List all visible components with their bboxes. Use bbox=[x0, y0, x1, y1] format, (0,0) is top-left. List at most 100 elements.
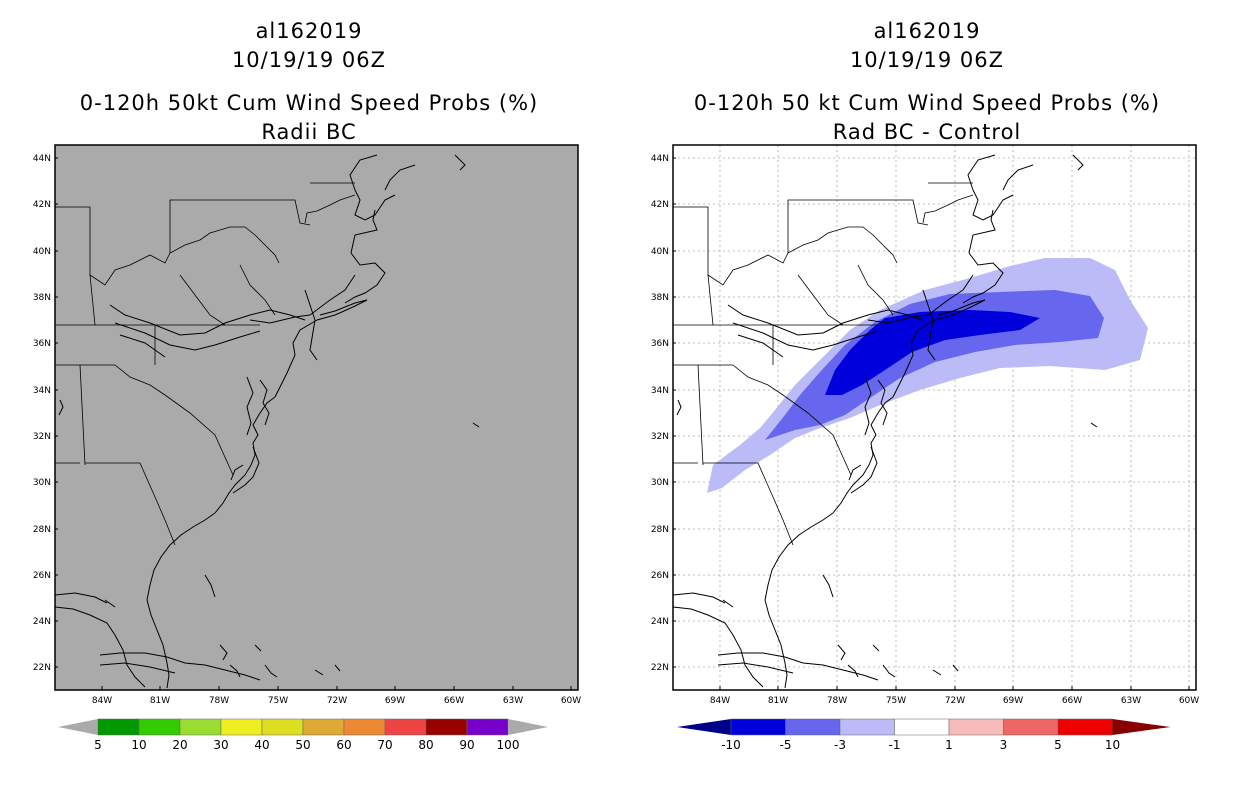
latitude-label: 30N bbox=[33, 478, 51, 488]
shading-minus-5-to-minus-10 bbox=[825, 310, 1040, 395]
colorbar-label: 100 bbox=[497, 738, 520, 752]
latitude-label: 22N bbox=[651, 663, 669, 673]
longitude-label: 72W bbox=[945, 696, 965, 706]
latitude-label: 22N bbox=[33, 663, 51, 673]
colorbar-label: 60 bbox=[336, 738, 351, 752]
colorbar-label: 40 bbox=[254, 738, 269, 752]
panel-subtitle: Rad BC - Control bbox=[832, 120, 1022, 144]
colorbar-label: 50 bbox=[295, 738, 310, 752]
latitude-label: 34N bbox=[651, 386, 669, 396]
longitude-label: 84W bbox=[92, 696, 112, 706]
product-name: 0-120h 50 kt Cum Wind Speed Probs (%) bbox=[693, 91, 1161, 115]
forecast-date: 10/19/19 06Z bbox=[231, 48, 387, 72]
colorbar-label: 5 bbox=[94, 738, 102, 752]
latitude-label: 44N bbox=[651, 154, 669, 164]
latitude-label: 26N bbox=[651, 571, 669, 581]
colorbar-low-triangle bbox=[58, 719, 98, 735]
latitude-label: 40N bbox=[33, 247, 51, 257]
right-map-panel: 44N 42N 40N 38N 36N 34N 32N 30N 28N 26N 24N 22N 84W… bbox=[651, 144, 1199, 706]
left-longitude-axis: 84W 81W 78W 75W 72W 69W 66W 63W 60W bbox=[92, 686, 581, 706]
left-map-panel: 44N 42N 40N 38N 36N 34N 32N 30N 28N 26N 24N 22N 84W… bbox=[33, 144, 581, 706]
longitude-label: 66W bbox=[444, 696, 464, 706]
colorbar-swatch bbox=[730, 718, 786, 736]
latitude-label: 40N bbox=[651, 247, 669, 257]
colorbar-swatch bbox=[948, 718, 1004, 736]
colorbar-label: 10 bbox=[131, 738, 146, 752]
colorbar-label: 70 bbox=[377, 738, 392, 752]
latitude-label: 36N bbox=[33, 339, 51, 349]
latitude-label: 28N bbox=[33, 525, 51, 535]
latitude-label: 42N bbox=[33, 200, 51, 210]
colorbar-swatch bbox=[425, 718, 468, 736]
longitude-label: 78W bbox=[209, 696, 229, 706]
colorbar-label: 5 bbox=[1054, 738, 1062, 752]
right-map-frame bbox=[672, 144, 1197, 691]
longitude-label: 60W bbox=[561, 696, 581, 706]
colorbar-swatch bbox=[97, 718, 140, 736]
colorbar-label: -3 bbox=[834, 738, 846, 752]
colorbar-label: 30 bbox=[213, 738, 228, 752]
latitude-label: 26N bbox=[33, 571, 51, 581]
colorbar-high-triangle bbox=[1112, 719, 1171, 735]
longitude-label: 84W bbox=[710, 696, 730, 706]
right-gridlines bbox=[673, 145, 1196, 690]
latitude-label: 30N bbox=[651, 478, 669, 488]
colorbar-low-triangle bbox=[677, 719, 731, 735]
colorbar-label: 3 bbox=[1000, 738, 1008, 752]
right-colorbar: -10 -5 -3 -1 1 3 5 10 bbox=[677, 718, 1171, 752]
product-name: 0-120h 50kt Cum Wind Speed Probs (%) bbox=[79, 91, 539, 115]
colorbar-swatch bbox=[220, 718, 263, 736]
left-latitude-axis: 44N 42N 40N 38N 36N 34N 32N 30N 28N 26N 24N 22N bbox=[33, 154, 58, 673]
right-latitude-axis: 44N 42N 40N 38N 36N 34N 32N 30N 28N 26N 24N 22N bbox=[651, 154, 676, 673]
longitude-label: 72W bbox=[327, 696, 347, 706]
colorbar-swatch bbox=[839, 718, 895, 736]
latitude-label: 24N bbox=[651, 617, 669, 627]
right-panel-title: al162019 10/19/19 06Z 0-120h 50 kt Cum W… bbox=[618, 17, 1236, 147]
longitude-label: 75W bbox=[268, 696, 288, 706]
longitude-label: 69W bbox=[1003, 696, 1023, 706]
latitude-label: 32N bbox=[651, 432, 669, 442]
longitude-label: 75W bbox=[886, 696, 906, 706]
storm-id: al162019 bbox=[873, 19, 981, 43]
panel-subtitle: Radii BC bbox=[261, 120, 357, 144]
latitude-label: 28N bbox=[651, 525, 669, 535]
longitude-label: 66W bbox=[1062, 696, 1082, 706]
right-map-background bbox=[673, 145, 1196, 690]
longitude-label: 81W bbox=[768, 696, 788, 706]
left-map-background bbox=[55, 145, 578, 690]
colorbar-high-triangle bbox=[508, 719, 548, 735]
colorbar-swatch bbox=[384, 718, 427, 736]
latitude-label: 38N bbox=[651, 293, 669, 303]
colorbar-swatch bbox=[466, 718, 509, 736]
colorbar-label: -10 bbox=[721, 738, 741, 752]
colorbar-label: 1 bbox=[945, 738, 953, 752]
longitude-label: 60W bbox=[1179, 696, 1199, 706]
latitude-label: 38N bbox=[33, 293, 51, 303]
colorbar-swatch bbox=[1057, 718, 1113, 736]
colorbar-swatch bbox=[894, 718, 950, 736]
left-panel-title: al162019 10/19/19 06Z 0-120h 50kt Cum Wi… bbox=[0, 17, 618, 147]
colorbar-swatch bbox=[179, 718, 222, 736]
colorbar-swatch bbox=[343, 718, 386, 736]
longitude-label: 69W bbox=[385, 696, 405, 706]
longitude-label: 63W bbox=[1121, 696, 1141, 706]
latitude-label: 32N bbox=[33, 432, 51, 442]
longitude-label: 63W bbox=[503, 696, 523, 706]
latitude-label: 24N bbox=[33, 617, 51, 627]
forecast-date: 10/19/19 06Z bbox=[849, 48, 1005, 72]
longitude-label: 78W bbox=[827, 696, 847, 706]
longitude-label: 81W bbox=[150, 696, 170, 706]
latitude-label: 42N bbox=[651, 200, 669, 210]
colorbar-label: 80 bbox=[418, 738, 433, 752]
colorbar-label: -5 bbox=[780, 738, 792, 752]
colorbar-label: 90 bbox=[459, 738, 474, 752]
storm-id: al162019 bbox=[255, 19, 363, 43]
colorbar-label: 20 bbox=[172, 738, 187, 752]
left-colorbar: 5 10 20 30 40 50 60 70 80 90 100 bbox=[58, 718, 548, 752]
left-map-frame bbox=[54, 144, 579, 691]
colorbar-swatch bbox=[302, 718, 345, 736]
latitude-label: 34N bbox=[33, 386, 51, 396]
colorbar-swatch bbox=[785, 718, 841, 736]
right-longitude-axis: 84W 81W 78W 75W 72W 69W 66W 63W 60W bbox=[710, 686, 1199, 706]
